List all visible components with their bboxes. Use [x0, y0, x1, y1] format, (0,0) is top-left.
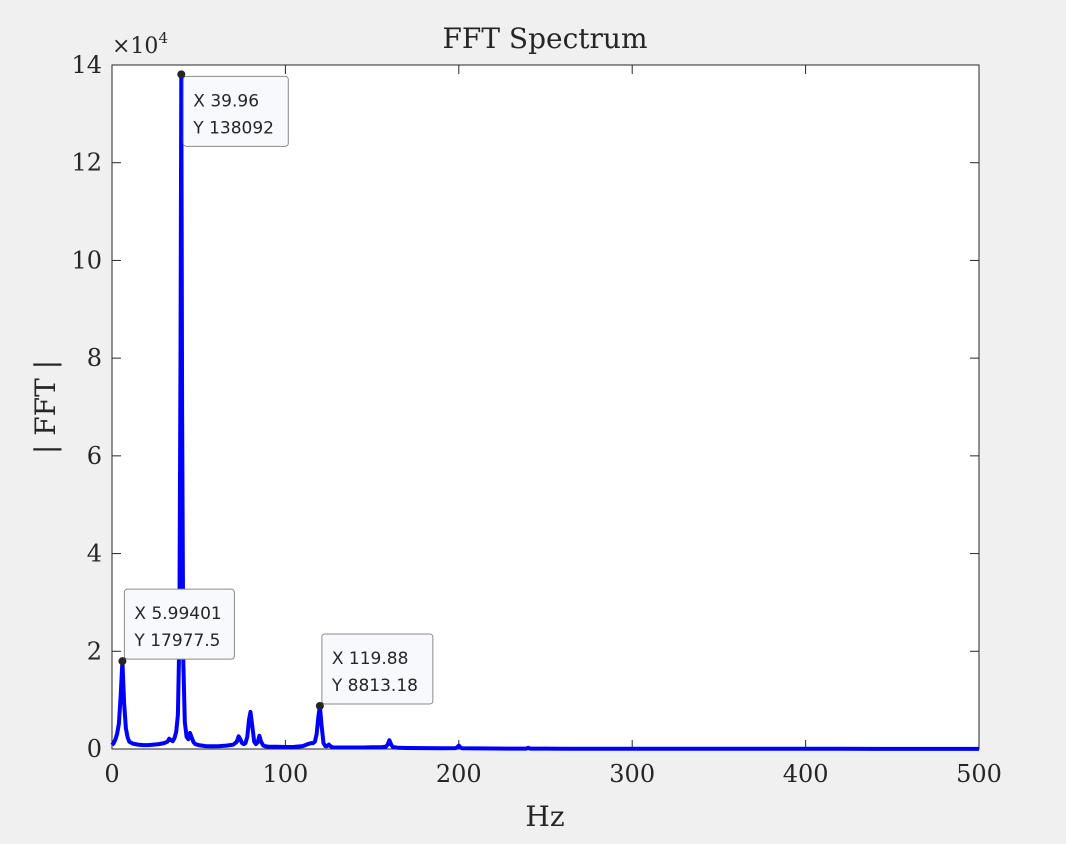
axis-ticks: 0 100 200 300 400 500 0 2 4 6 8 10 12 14 [71, 51, 1001, 788]
datatip-y-value: 17977.5 [150, 631, 220, 651]
datatip-y-row: Y 17977.5 [133, 631, 220, 651]
y-tick-label: 14 [71, 51, 102, 79]
series-layer [110, 72, 979, 751]
datatip-y-value: 8813.18 [348, 676, 418, 696]
datatip-x-row: X 5.99401 [134, 604, 221, 624]
y-tick-label: 12 [71, 149, 102, 177]
datatip-box [123, 588, 235, 660]
datatip-x-label: X [193, 91, 210, 111]
y-exponent-base: ×10 [112, 34, 158, 59]
x-tick-label: 100 [262, 760, 308, 788]
y-exponent-power: 4 [158, 29, 168, 47]
y-tick-label: 4 [87, 540, 102, 568]
chart-title: FFT Spectrum [442, 22, 647, 55]
x-tick-label: 300 [609, 760, 655, 788]
y-tick-label: 0 [87, 735, 102, 763]
y-tick-label: 8 [87, 344, 102, 372]
datatip[interactable]: X 119.88Y 8813.18 [315, 633, 434, 710]
datatip-y-label: Y [192, 118, 209, 138]
x-tick-label: 400 [783, 760, 829, 788]
datatip-marker [315, 701, 324, 710]
datatip-y-label: Y [331, 676, 348, 696]
y-tick-label: 2 [87, 637, 102, 665]
datatip-x-value: 119.88 [349, 649, 408, 669]
datatip-y-row: Y 138092 [192, 118, 274, 138]
x-tick-label: 500 [956, 760, 1002, 788]
x-tick-label: 200 [436, 760, 482, 788]
y-exponent-label: ×104 [112, 29, 168, 59]
datatip-x-value: 5.99401 [151, 604, 221, 624]
datatip-y-value: 138092 [209, 118, 274, 138]
datatip-x-row: X 39.96 [193, 91, 259, 111]
datatip-marker [177, 70, 186, 79]
datatip-x-value: 39.96 [210, 91, 259, 111]
datatip-box [321, 633, 434, 705]
datatip-marker [118, 657, 127, 666]
datatip-y-label: Y [133, 631, 150, 651]
series-line [110, 72, 979, 751]
plot-area [111, 64, 980, 750]
datatip-x-label: X [332, 649, 349, 669]
datatip-y-row: Y 8813.18 [331, 676, 418, 696]
y-tick-label: 6 [87, 442, 102, 470]
y-axis-label: | FFT | [29, 360, 62, 454]
y-tick-label: 10 [71, 246, 102, 274]
datatip[interactable]: X 39.96Y 138092 [177, 70, 289, 147]
datatip-box [182, 75, 289, 147]
datatip-x-row: X 119.88 [332, 649, 409, 669]
datatip-x-label: X [134, 604, 151, 624]
x-tick-label: 0 [104, 760, 119, 788]
x-axis-label: Hz [525, 800, 564, 833]
